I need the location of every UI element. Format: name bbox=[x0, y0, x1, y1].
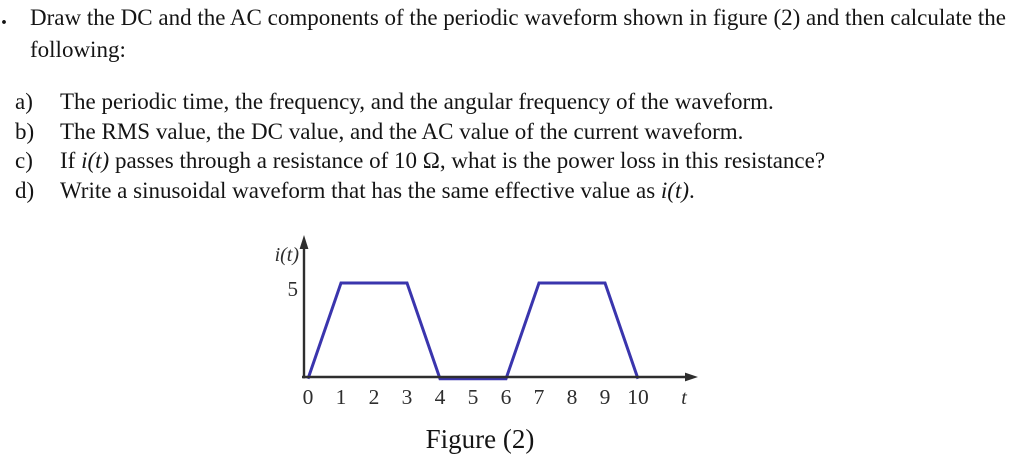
x-tick-label: 3 bbox=[402, 385, 413, 409]
waveform-figure: i(t) 5 t 0 1 2 3 4 5 6 7 8 9 10 bbox=[275, 235, 698, 409]
x-tick-label: 6 bbox=[501, 385, 512, 409]
sub-question-list: a) The periodic time, the frequency, and … bbox=[15, 87, 1015, 205]
x-tick-label: 7 bbox=[534, 385, 545, 409]
problem-statement: Draw the DC and the AC components of the… bbox=[30, 5, 1006, 62]
waveform-line bbox=[306, 281, 640, 381]
x-tick-labels: 0 1 2 3 4 5 6 7 8 9 10 bbox=[303, 385, 649, 409]
math-symbol: i(t) bbox=[660, 177, 690, 203]
list-item: d) Write a sinusoidal waveform that has t… bbox=[15, 176, 1015, 206]
x-tick-label: 4 bbox=[435, 385, 446, 409]
item-label: c) bbox=[15, 148, 33, 173]
x-tick-label: 1 bbox=[336, 385, 347, 409]
item-label: b) bbox=[15, 118, 35, 144]
item-text: Write a sinusoidal waveform that has the… bbox=[60, 177, 695, 203]
item-text: The RMS value, the DC value, and the AC … bbox=[60, 118, 744, 144]
item-text: If i(t) passes through a resistance of 1… bbox=[60, 148, 826, 173]
item-label: d) bbox=[15, 177, 35, 203]
math-symbol: i(t) bbox=[81, 148, 110, 173]
figure-caption: Figure (2) bbox=[425, 424, 535, 454]
y-axis-label: i(t) bbox=[275, 244, 300, 266]
x-tick-label: 9 bbox=[600, 385, 611, 409]
list-item: a) The periodic time, the frequency, and … bbox=[15, 87, 1015, 117]
list-item: c) If i(t) passes through a resistance of… bbox=[15, 146, 1015, 176]
list-marker: . bbox=[1, 4, 7, 30]
x-tick-label: 8 bbox=[567, 385, 578, 409]
x-tick-label: 5 bbox=[468, 385, 479, 409]
x-axis-arrow-icon bbox=[685, 372, 698, 382]
x-tick-label: 2 bbox=[369, 385, 380, 409]
x-tick-label: 10 bbox=[627, 385, 649, 409]
x-axis-label: t bbox=[681, 387, 687, 409]
item-label: a) bbox=[15, 89, 33, 114]
x-tick-label: 0 bbox=[303, 385, 314, 409]
y-axis-arrow-icon bbox=[299, 235, 309, 249]
item-text: The periodic time, the frequency, and th… bbox=[60, 89, 774, 114]
y-tick-label: 5 bbox=[288, 277, 299, 301]
list-item: b) The RMS value, the DC value, and the A… bbox=[15, 117, 1015, 147]
